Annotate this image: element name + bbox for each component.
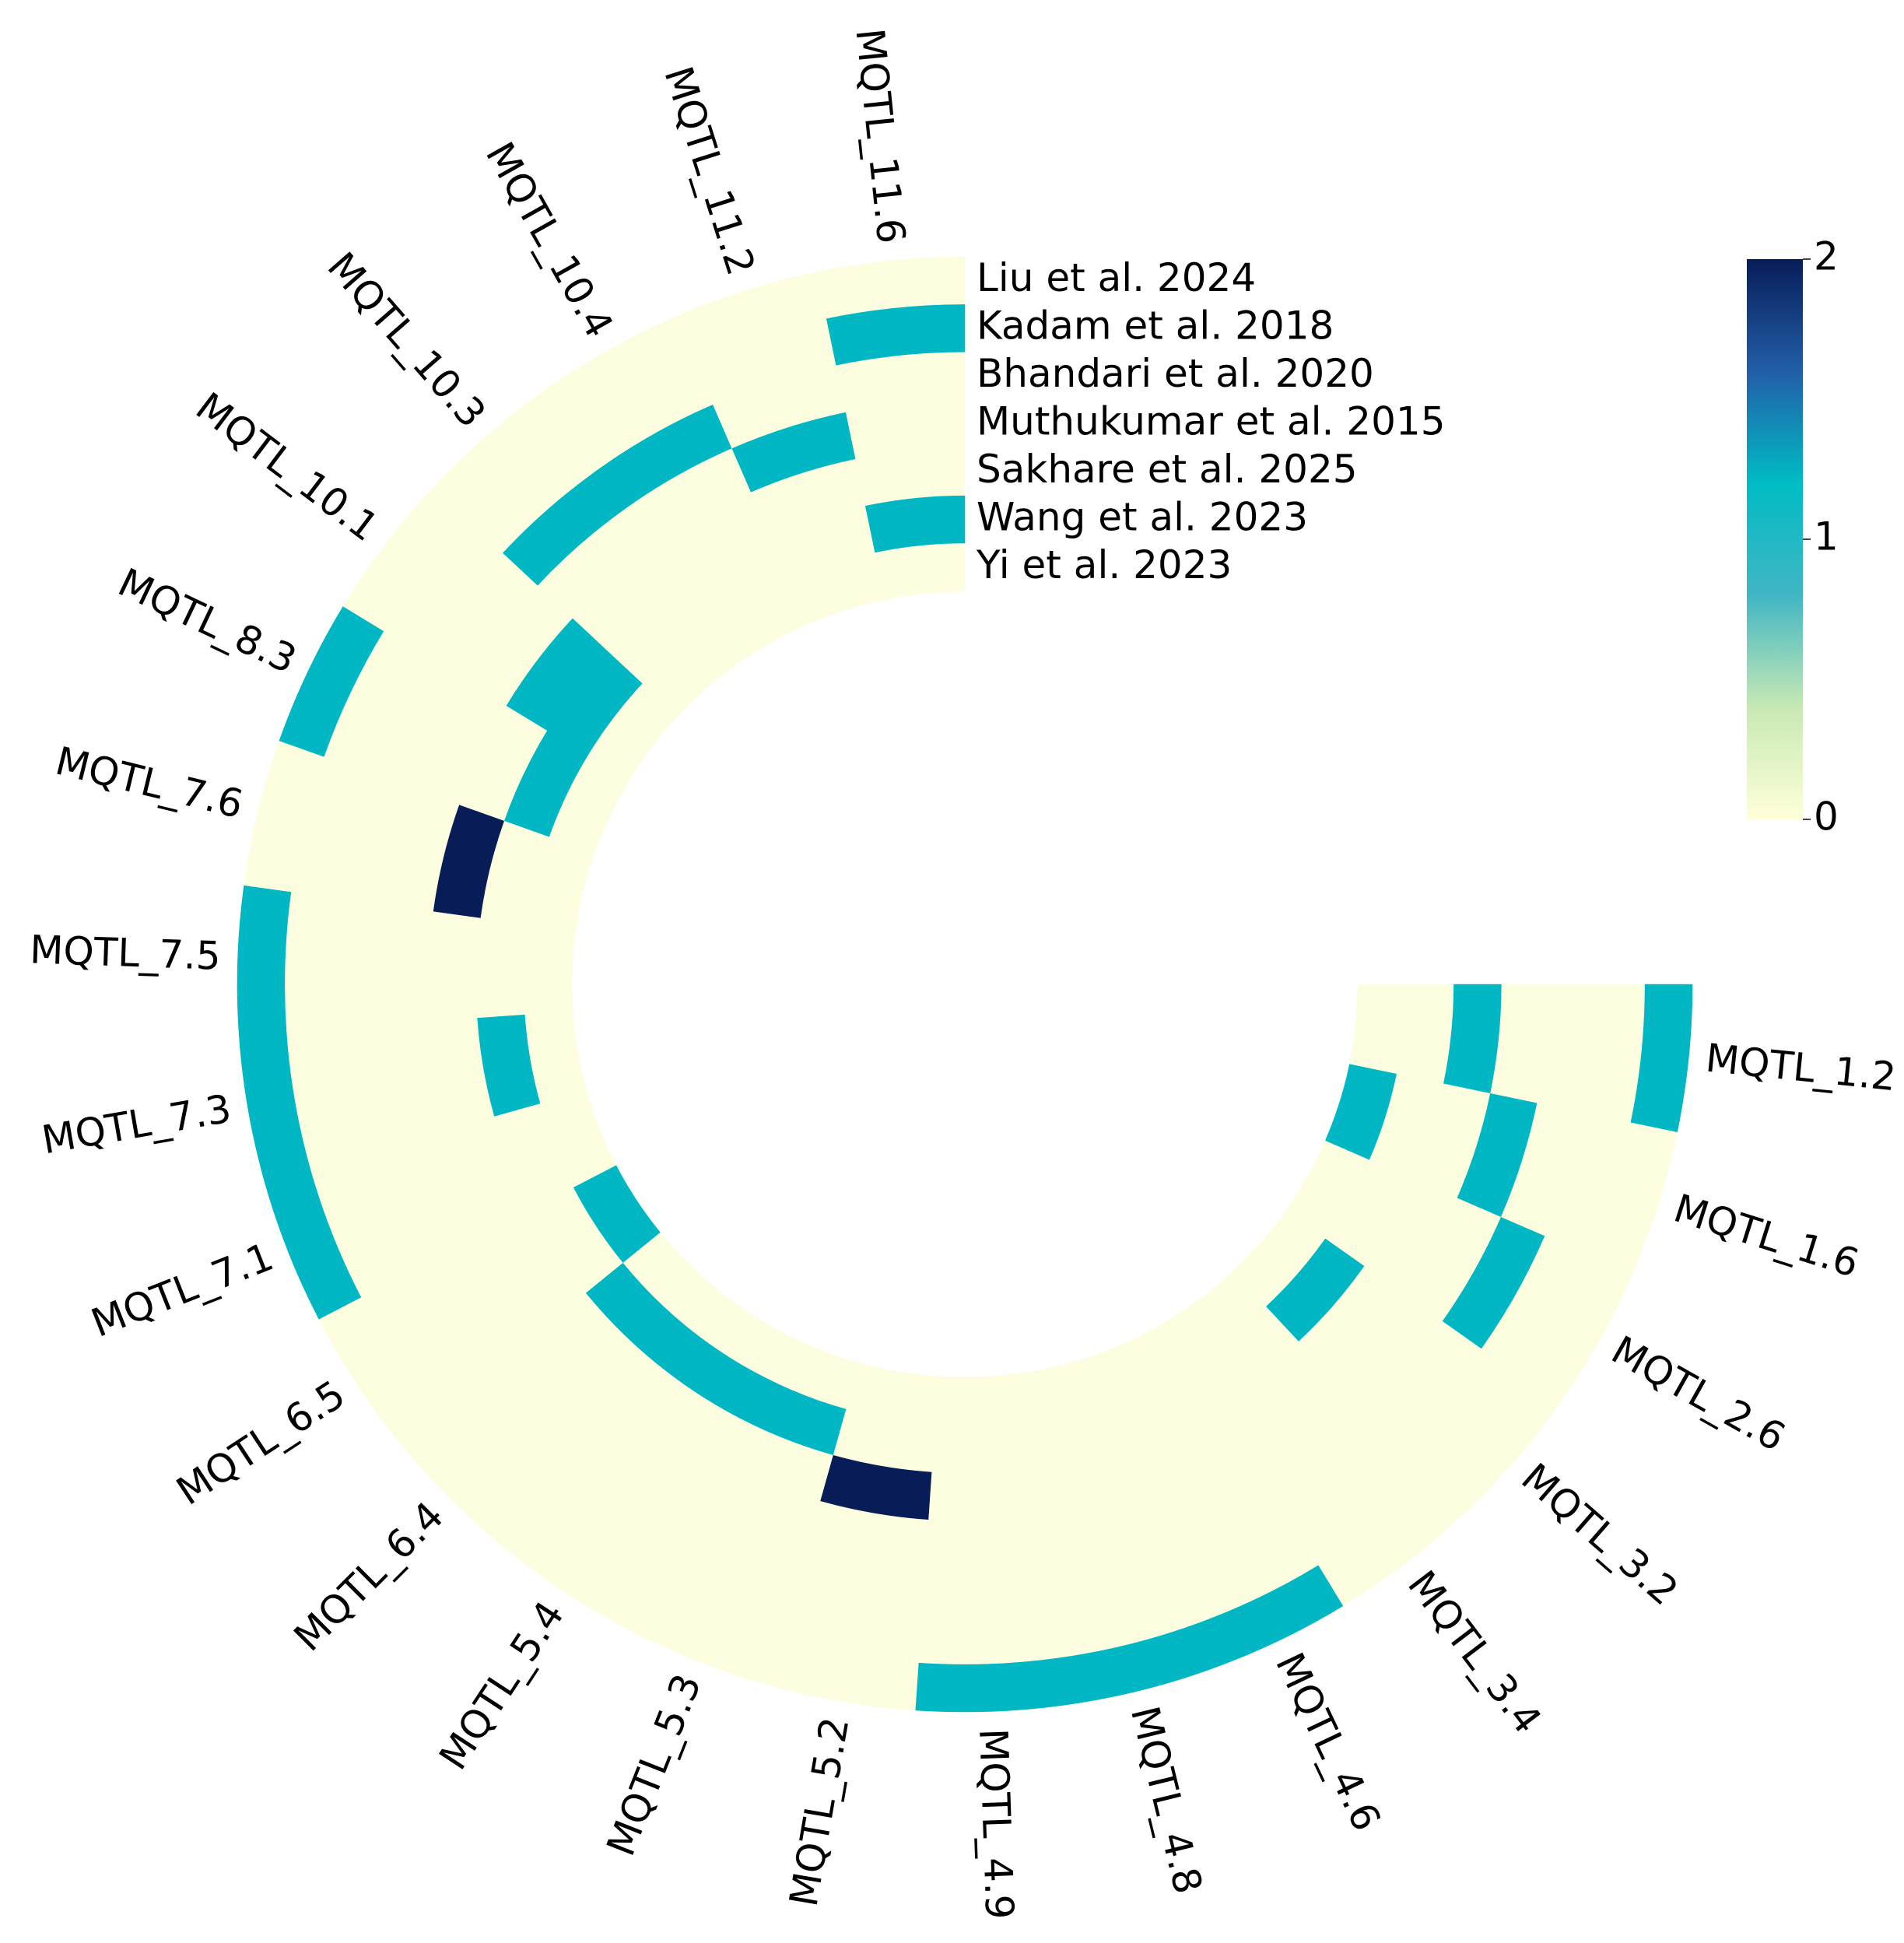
heatmap-cell-MQTL_4.9-track-3 (921, 1562, 1051, 1617)
heatmap-cell-MQTL_7.5-track-4 (380, 904, 434, 1025)
sector-label: MQTL_7.5 (29, 927, 221, 978)
sector-label: MQTL_3.4 (1399, 1562, 1550, 1742)
heatmap-cell-MQTL_4.9-track-1 (914, 1657, 1064, 1713)
track-label: Sakhare et al. 2025 (977, 447, 1358, 492)
sector-label: MQTL_5.3 (598, 1668, 710, 1862)
track-label: Liu et al. 2024 (977, 255, 1256, 300)
track-label: Muthukumar et al. 2015 (977, 399, 1446, 444)
sector-label: MQTL_10.4 (477, 135, 622, 345)
heatmap-cell-MQTL_7.5-track-3 (332, 898, 387, 1028)
sector-label: MQTL_5.4 (430, 1593, 573, 1777)
track-label: Wang et al. 2023 (977, 494, 1308, 539)
sector-label: MQTL_4.8 (1122, 1702, 1211, 1898)
sector-label: MQTL_6.5 (169, 1372, 353, 1514)
colorbar: 0 1 2 (1747, 234, 1839, 840)
sector-label: MQTL_6.4 (286, 1493, 453, 1661)
heatmap-cell-MQTL_4.9-track-7 (934, 1373, 1026, 1426)
colorbar-gradient (1747, 259, 1803, 819)
heatmap-cell-MQTL_4.9-track-2 (918, 1610, 1058, 1664)
heatmap-cell-MQTL_4.9-track-6 (931, 1420, 1032, 1474)
sector-label: MQTL_4.6 (1267, 1646, 1390, 1838)
sector-label: MQTL_7.3 (39, 1086, 235, 1163)
sector-label: MQTL_2.6 (1604, 1327, 1793, 1461)
heatmap-cell-MQTL_7.5-track-5 (428, 910, 482, 1022)
heatmap-cells (237, 256, 1693, 1713)
track-label: Yi et al. 2023 (976, 542, 1232, 587)
sector-label: MQTL_10.1 (188, 384, 387, 550)
sector-label: MQTL_10.3 (319, 244, 495, 436)
heatmap-cell-MQTL_4.9-track-4 (924, 1515, 1045, 1569)
sector-label: MQTL_1.2 (1703, 1036, 1898, 1100)
track-label: Kadam et al. 2018 (977, 303, 1334, 349)
sector-label: MQTL_11.2 (655, 61, 763, 281)
heatmap-cell-MQTL_7.5-track-6 (475, 917, 529, 1019)
sector-label: MQTL_3.2 (1513, 1454, 1687, 1614)
colorbar-tick-label: 1 (1814, 514, 1839, 559)
heatmap-cell-MQTL_7.5-track-2 (285, 891, 339, 1031)
heatmap-cell-MQTL_4.9-track-5 (927, 1468, 1039, 1521)
sector-label: MQTL_5.2 (781, 1714, 858, 1910)
heatmap-cell-MQTL_7.5-track-1 (237, 885, 292, 1035)
sector-label: MQTL_4.9 (970, 1727, 1022, 1920)
sector-label: MQTL_11.6 (847, 26, 913, 246)
sector-label: MQTL_1.6 (1668, 1186, 1864, 1287)
heatmap-cell-MQTL_1.2-track-7 (1349, 984, 1406, 1075)
sector-label: MQTL_7.1 (85, 1234, 279, 1346)
heatmap-cell-MQTL_11.6-track-7 (875, 543, 966, 600)
colorbar-ticks: 0 1 2 (1803, 234, 1839, 840)
colorbar-tick-label: 0 (1814, 794, 1839, 840)
colorbar-tick-label: 2 (1814, 234, 1839, 279)
sector-label: MQTL_8.3 (111, 559, 303, 682)
track-label: Bhandari et al. 2020 (977, 351, 1374, 396)
sector-label: MQTL_7.6 (51, 738, 247, 827)
heatmap-cell-MQTL_7.5-track-7 (524, 924, 577, 1015)
